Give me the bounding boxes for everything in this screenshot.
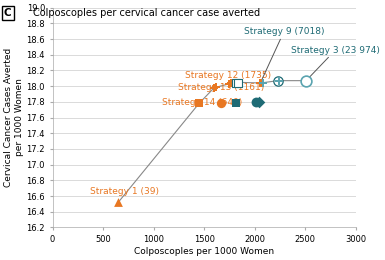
- Point: [228, 81, 234, 86]
- Point: [115, 200, 121, 204]
- Point: [233, 101, 239, 106]
- Point: [259, 81, 266, 86]
- Point: [259, 81, 265, 85]
- Point: [275, 79, 281, 83]
- Point: [233, 81, 239, 85]
- Point: [213, 85, 219, 89]
- Text: Strategy 14 (640): Strategy 14 (640): [162, 98, 242, 107]
- Point: [253, 100, 259, 104]
- Point: [196, 101, 202, 106]
- Point: [303, 79, 309, 83]
- Point: [276, 79, 283, 83]
- Text: Strategy 3 (23 974): Strategy 3 (23 974): [291, 46, 380, 78]
- Text: Colposcoples per cervical cancer case averted: Colposcoples per cervical cancer case av…: [33, 8, 260, 18]
- Text: Strategy 9 (7018): Strategy 9 (7018): [243, 28, 324, 80]
- Point: [211, 86, 217, 90]
- Y-axis label: Cervical Cancer Cases Averted
per 1000 Women: Cervical Cancer Cases Averted per 1000 W…: [4, 48, 23, 187]
- Text: C: C: [4, 8, 12, 18]
- Point: [235, 81, 241, 85]
- Point: [226, 82, 233, 86]
- Point: [256, 100, 262, 104]
- Text: Strategy 12 (1735): Strategy 12 (1735): [185, 71, 271, 80]
- Point: [257, 81, 263, 86]
- X-axis label: Colposcoples per 1000 Women: Colposcoples per 1000 Women: [134, 247, 274, 256]
- Text: Strategy 13 (1161): Strategy 13 (1161): [178, 83, 264, 92]
- Text: Strategy 1 (39): Strategy 1 (39): [90, 187, 159, 196]
- Point: [218, 101, 224, 106]
